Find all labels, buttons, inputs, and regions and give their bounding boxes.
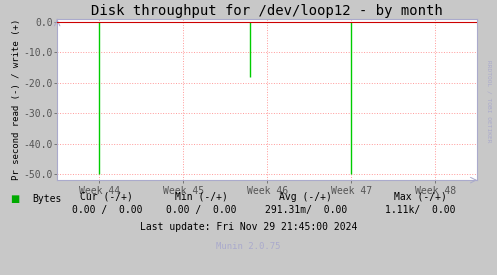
Text: Avg (-/+): Avg (-/+) bbox=[279, 192, 332, 202]
Text: 0.00 /  0.00: 0.00 / 0.00 bbox=[166, 205, 237, 215]
Text: 0.00 /  0.00: 0.00 / 0.00 bbox=[72, 205, 142, 215]
Text: Min (-/+): Min (-/+) bbox=[175, 192, 228, 202]
Text: Bytes: Bytes bbox=[32, 194, 62, 204]
Y-axis label: Pr second read (-) / write (+): Pr second read (-) / write (+) bbox=[12, 19, 21, 180]
Text: 291.31m/  0.00: 291.31m/ 0.00 bbox=[264, 205, 347, 215]
Text: Max (-/+): Max (-/+) bbox=[394, 192, 446, 202]
Text: ■: ■ bbox=[10, 194, 19, 204]
Text: Cur (-/+): Cur (-/+) bbox=[81, 192, 133, 202]
Text: RRDTOOL / TOBI OETIKER: RRDTOOL / TOBI OETIKER bbox=[486, 60, 491, 143]
Text: 1.11k/  0.00: 1.11k/ 0.00 bbox=[385, 205, 455, 215]
Text: Last update: Fri Nov 29 21:45:00 2024: Last update: Fri Nov 29 21:45:00 2024 bbox=[140, 222, 357, 232]
Title: Disk throughput for /dev/loop12 - by month: Disk throughput for /dev/loop12 - by mon… bbox=[91, 4, 443, 18]
Text: Munin 2.0.75: Munin 2.0.75 bbox=[216, 242, 281, 251]
